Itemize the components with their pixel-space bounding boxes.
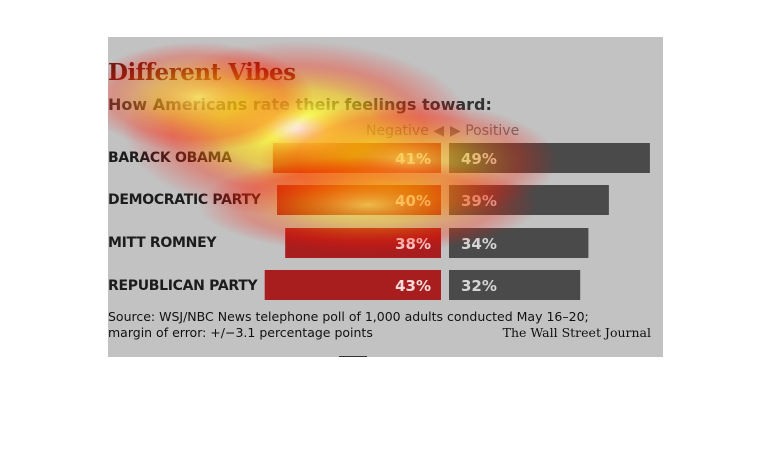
source-line-1: Source: WSJ/NBC News telephone poll of 1… [108,309,589,324]
category-label-republican-party: REPUBLICAN PARTY [108,278,258,294]
source-line-2: margin of error: +/−3.1 percentage point… [108,325,373,340]
bar-negative-republican-party [264,270,441,300]
source-note: Source: WSJ/NBC News telephone poll of 1… [108,309,589,341]
data-label-negative-barack-obama: 41% [395,150,431,168]
bar-positive-republican-party [449,270,581,300]
data-label-positive-democratic-party: 39% [461,192,497,210]
divider-line [339,356,367,357]
category-label-mitt-romney: MITT ROMNEY [108,235,217,251]
data-label-positive-mitt-romney: 34% [461,235,497,253]
data-label-negative-republican-party: 43% [395,277,431,295]
data-label-negative-mitt-romney: 38% [395,235,431,253]
chart-card: Different Vibes How Americans rate their… [108,37,663,357]
data-label-positive-republican-party: 32% [461,277,497,295]
data-label-negative-democratic-party: 40% [395,192,431,210]
credit-text: The Wall Street Journal [502,325,651,340]
data-label-positive-barack-obama: 49% [461,150,497,168]
